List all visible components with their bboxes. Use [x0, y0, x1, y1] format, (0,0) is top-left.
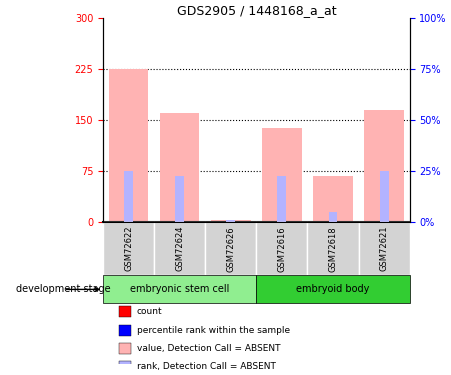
FancyBboxPatch shape: [154, 222, 205, 275]
Text: GSM72616: GSM72616: [277, 226, 286, 272]
Text: GSM72618: GSM72618: [328, 226, 337, 272]
Bar: [380, 171, 389, 222]
Bar: [211, 220, 251, 222]
Bar: [364, 110, 404, 222]
Bar: [313, 176, 353, 222]
FancyBboxPatch shape: [205, 222, 257, 275]
FancyBboxPatch shape: [308, 222, 359, 275]
Text: count: count: [137, 307, 162, 316]
Text: development stage: development stage: [16, 284, 111, 294]
Bar: [119, 325, 131, 336]
FancyBboxPatch shape: [257, 222, 308, 275]
Text: rank, Detection Call = ABSENT: rank, Detection Call = ABSENT: [137, 362, 276, 371]
Text: GSM72621: GSM72621: [380, 226, 389, 272]
FancyBboxPatch shape: [103, 222, 154, 275]
FancyBboxPatch shape: [359, 222, 410, 275]
Title: GDS2905 / 1448168_a_at: GDS2905 / 1448168_a_at: [177, 4, 336, 17]
Bar: [277, 176, 286, 222]
Text: percentile rank within the sample: percentile rank within the sample: [137, 326, 290, 334]
Bar: [119, 306, 131, 317]
Bar: [119, 361, 131, 372]
Text: GSM72626: GSM72626: [226, 226, 235, 272]
Text: embryonic stem cell: embryonic stem cell: [130, 284, 230, 294]
Bar: [262, 128, 302, 222]
Text: GSM72624: GSM72624: [175, 226, 184, 272]
FancyBboxPatch shape: [257, 275, 410, 303]
Text: GSM72622: GSM72622: [124, 226, 133, 272]
Bar: [160, 113, 199, 222]
Bar: [226, 220, 235, 222]
Text: value, Detection Call = ABSENT: value, Detection Call = ABSENT: [137, 344, 281, 353]
Bar: [175, 176, 184, 222]
Bar: [109, 69, 148, 222]
Bar: [328, 212, 337, 222]
Text: embryoid body: embryoid body: [296, 284, 370, 294]
Bar: [119, 343, 131, 354]
FancyBboxPatch shape: [103, 275, 257, 303]
Bar: [124, 171, 133, 222]
